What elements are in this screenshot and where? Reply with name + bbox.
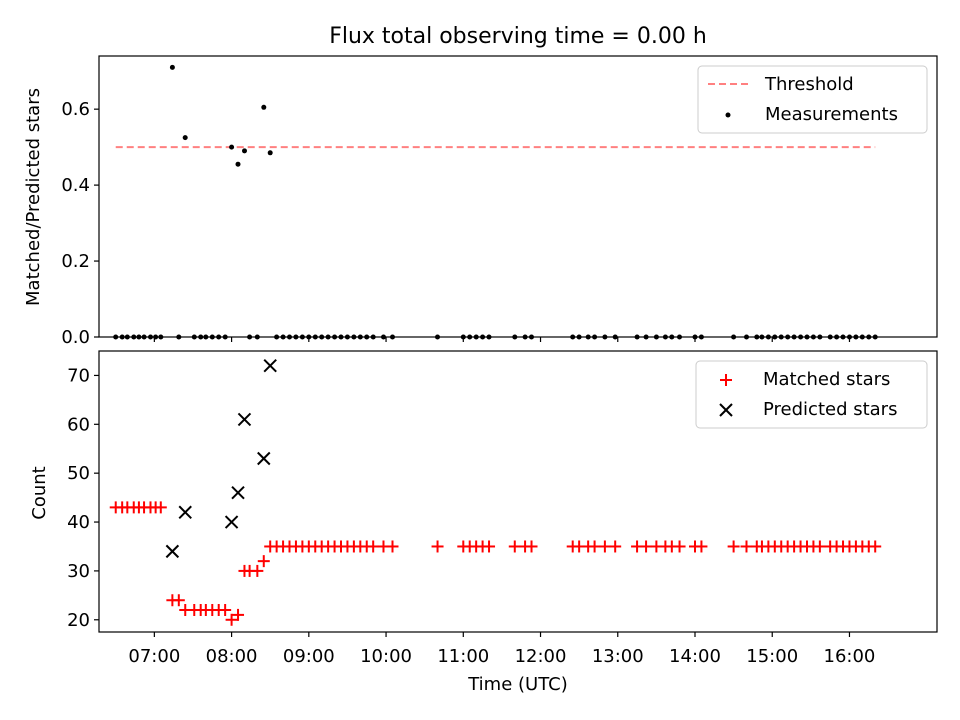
matched-star-point <box>609 540 622 553</box>
matched-star-point <box>386 540 399 553</box>
measurement-point <box>182 135 188 141</box>
matched-star-point <box>367 540 380 553</box>
ratio-y-tick-label: 0.2 <box>61 251 90 272</box>
chart-title: Flux total observing time = 0.00 h <box>329 24 707 49</box>
predicted-star-point <box>165 544 180 559</box>
count-y-axis: 20 30 40 50 60 70 <box>67 365 99 631</box>
x-tick-label: 15:00 <box>746 646 798 667</box>
measurement-point <box>169 64 175 70</box>
ratio-x-ticks <box>153 337 851 342</box>
x-tick-label: 07:00 <box>128 646 180 667</box>
x-tick-label: 12:00 <box>515 646 567 667</box>
x-tick-label: 14:00 <box>669 646 721 667</box>
matched-star-point <box>598 540 611 553</box>
matched-star-point <box>727 540 740 553</box>
matched-star-point <box>740 540 753 553</box>
x-tick-label: 16:00 <box>824 646 876 667</box>
matched-star-point <box>588 540 601 553</box>
matched-star-point <box>431 540 444 553</box>
matched-star-point <box>525 540 538 553</box>
ratio-axes-frame <box>98 55 938 338</box>
count-x-axis: 07:00 08:00 09:00 10:00 11:00 12:00 13:00 14:00… <box>128 632 875 667</box>
predicted-star-point <box>231 486 245 500</box>
predicted-legend-label: Predicted stars <box>763 399 897 420</box>
measurement-point <box>229 144 235 150</box>
predicted-star-point <box>178 505 192 519</box>
measurement-point <box>235 161 241 167</box>
predicted-legend-marker <box>719 403 733 417</box>
matched-star-point <box>869 540 882 553</box>
matched-star-point <box>673 540 686 553</box>
count-panel: 20 30 40 50 60 70 07:00 08:00 09:00 10:00 11:00 12… <box>29 350 938 695</box>
matched-star-point <box>219 604 232 617</box>
ratio-y-tick-label: 0.0 <box>61 327 90 348</box>
matched-star-point <box>257 555 270 568</box>
matched-star-point <box>172 594 185 607</box>
x-tick-label: 08:00 <box>206 646 258 667</box>
x-tick-label: 09:00 <box>283 646 335 667</box>
count-legend: Matched stars Predicted stars <box>695 360 928 429</box>
ratio-y-tick-label: 0.4 <box>61 175 90 196</box>
ratio-panel: 0.0 0.2 0.4 0.6 Matched/Predicted stars Thr… <box>23 55 938 348</box>
count-y-axis-label: Count <box>29 466 50 519</box>
count-axes-frame <box>98 350 938 633</box>
ratio-legend-box <box>697 65 928 134</box>
x-tick-label: 10:00 <box>360 646 412 667</box>
matched-legend-marker <box>720 374 732 386</box>
measurement-point <box>242 148 247 154</box>
count-y-tick-label: 70 <box>67 365 90 386</box>
measurements-legend-label: Measurements <box>765 104 898 125</box>
predicted-star-point <box>224 515 239 529</box>
x-axis-label: Time (UTC) <box>467 674 568 695</box>
matched-star-point <box>640 540 653 553</box>
matched-star-point <box>225 613 238 626</box>
threshold-legend-label: Threshold <box>764 74 854 95</box>
predicted-star-point <box>257 451 271 466</box>
matched-star-point <box>483 540 496 553</box>
count-y-tick-label: 40 <box>67 512 90 533</box>
count-y-tick-label: 30 <box>67 561 90 582</box>
ratio-y-axis-label: Matched/Predicted stars <box>23 88 44 306</box>
predicted-star-point <box>263 358 277 373</box>
matched-star-point <box>251 564 264 577</box>
matched-star-point <box>232 608 245 621</box>
ratio-y-axis: 0.0 0.2 0.4 0.6 <box>61 99 99 348</box>
count-y-tick-label: 50 <box>67 463 90 484</box>
count-y-tick-label: 20 <box>67 610 90 631</box>
matched-star-point <box>813 540 826 553</box>
predicted-star-point <box>237 412 252 427</box>
x-tick-label: 11:00 <box>437 646 489 667</box>
ratio-y-tick-label: 0.6 <box>61 99 90 120</box>
matched-legend-label: Matched stars <box>763 369 890 390</box>
measurements-legend-marker <box>725 112 731 118</box>
matched-star-point <box>508 540 521 553</box>
count-plot-area <box>109 358 882 626</box>
count-y-tick-label: 60 <box>67 414 90 435</box>
count-legend-box <box>695 360 928 429</box>
measurement-point <box>267 150 273 156</box>
matched-star-point <box>695 540 708 553</box>
ratio-legend: Threshold Measurements <box>697 65 928 134</box>
x-tick-label: 13:00 <box>592 646 644 667</box>
matched-star-point <box>154 501 167 514</box>
measurement-point <box>261 104 267 110</box>
